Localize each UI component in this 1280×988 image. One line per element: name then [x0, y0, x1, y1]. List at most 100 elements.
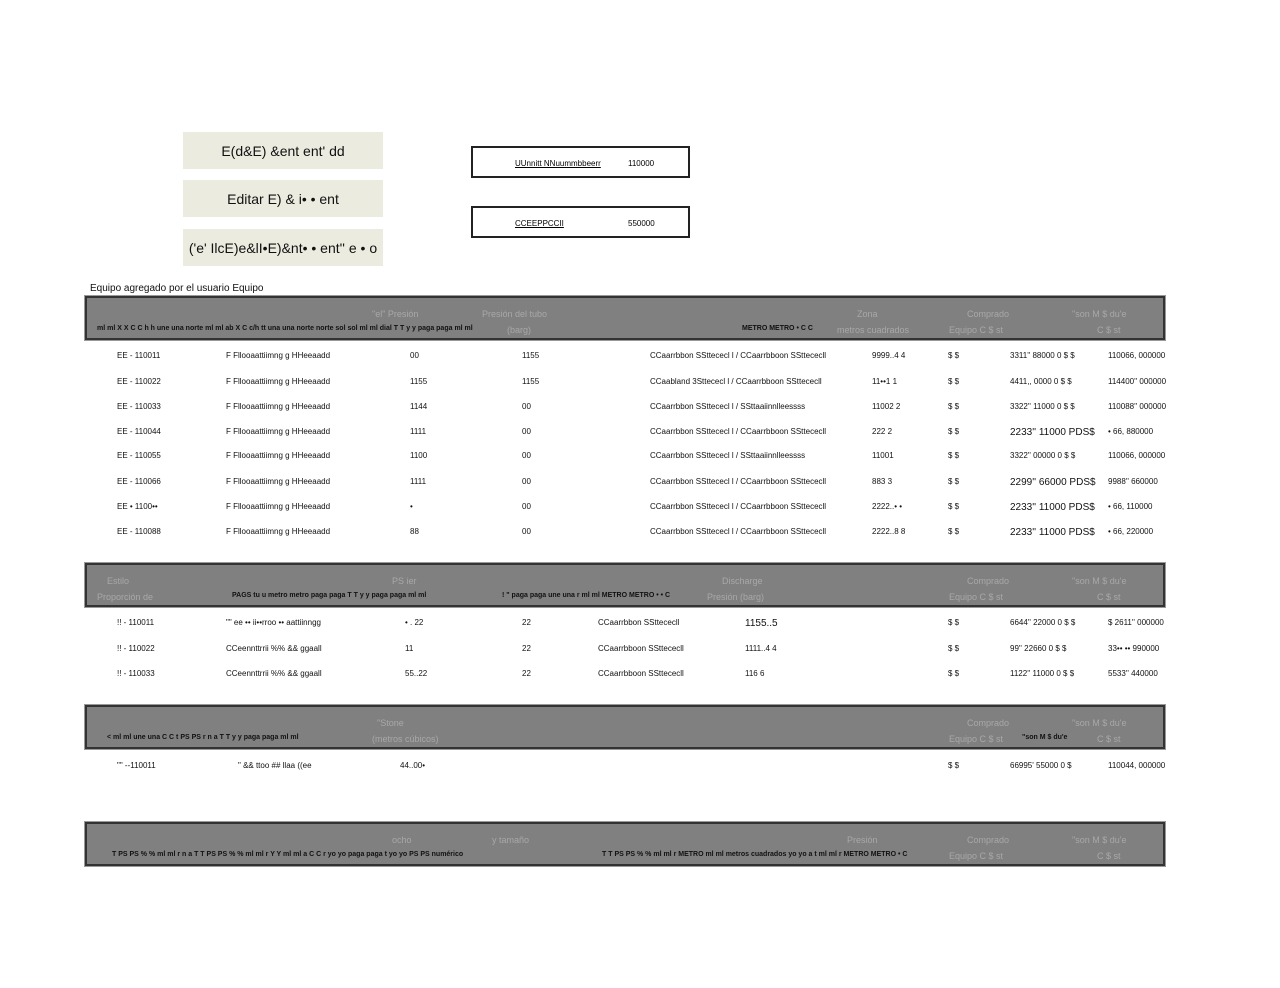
column-subheader: C $ st: [1097, 592, 1121, 602]
table-cell: $ $: [948, 451, 960, 460]
table-cell: 114400'' 000000: [1108, 377, 1167, 386]
table-cell: 883 3: [872, 477, 893, 486]
table-cell: CCaarrbbon SSttececll: [598, 618, 680, 627]
column-header: "son M $ du'e: [1072, 718, 1127, 728]
table-cell: "" --110011: [117, 761, 156, 770]
table-cell: " && ttoo ## llaa ((ee: [238, 761, 312, 770]
table-cell: 1111: [410, 477, 427, 486]
delete-equipment-button[interactable]: ('e' IlcE)e&lI•E)&nt• • ent'' e • o: [183, 229, 383, 266]
column-subheader: C $ st: [1097, 734, 1121, 744]
column-header: Presión: [847, 835, 878, 845]
table-cell: 9999..4 4: [872, 351, 906, 360]
table-cell: 55..22: [405, 669, 428, 678]
table-cell: $ $: [948, 761, 960, 770]
table-cell: F Fllooaattiimng g HHeeaadd: [226, 377, 331, 386]
table-cell: $ $: [948, 402, 960, 411]
column-header: Comprado: [967, 718, 1010, 728]
table-cell: CCaabland 3Sttececl l / CCaarrbboon SStt…: [650, 377, 822, 386]
table-cell: 1111..4 4: [745, 644, 777, 653]
column-subheader: < ml ml une una C C t PS PS r n a T T y …: [107, 734, 299, 741]
table-cell: 22: [522, 644, 531, 653]
table-cell: 2222..8 8: [872, 527, 906, 536]
table-cell: $ $: [948, 644, 960, 653]
table-cell: 1100: [410, 451, 428, 460]
table-cell: 22: [522, 669, 531, 678]
column-header: y tamaño: [492, 835, 530, 845]
table-cell: 3322'' 11000 0 $ $: [1010, 402, 1075, 411]
table-cell: •: [410, 502, 413, 511]
table-cell: CCaarrbbon SSttececl l / SSttaaiinnllees…: [650, 451, 806, 460]
table-cell: 2233'' 11000 PDS$: [1010, 502, 1095, 513]
table-cell: 9988'' 660000: [1108, 477, 1158, 486]
column-header: Zona: [857, 309, 878, 319]
column-header: Discharge: [722, 576, 763, 586]
table-cell: 116 6: [745, 669, 765, 678]
table-cell: !! - 110033: [117, 669, 155, 678]
table-cell: 00: [522, 477, 531, 486]
edit-equipment-button[interactable]: Editar E) & i• • ent: [183, 180, 383, 217]
table-cell: 00: [410, 351, 419, 360]
column-subheader: Equipo C $ st: [949, 734, 1004, 744]
column-subheader: ! " paga paga une una r ml ml METRO METR…: [502, 592, 671, 599]
column-header: "son M $ du'e: [1072, 309, 1127, 319]
table-cell: 6644'' 22000 0 $ $: [1010, 618, 1076, 627]
table-cell: CCeennttrrii %% && ggaall: [226, 644, 322, 653]
table-cell: CCaarrbbon SSttececl l / CCaarrbboon SSt…: [650, 427, 827, 436]
table-cell: 1122'' 11000 0 $ $: [1010, 669, 1075, 678]
table-cell: EE - 110044: [117, 427, 161, 436]
column-subheader: Equipo C $ st: [949, 325, 1004, 335]
table-cell: CCaarrbbon SSttececl l / CCaarrbboon SSt…: [650, 351, 827, 360]
column-subheader: Proporción de: [97, 592, 154, 602]
table-cell: CCaarrbboon SSttececll: [598, 644, 684, 653]
table-cell: 3322'' 00000 0 $ $: [1010, 451, 1076, 460]
cepci-value: 550000: [628, 219, 655, 228]
cepci-box: CCEEPPCCII 550000: [471, 206, 690, 238]
table-cell: 1155: [522, 377, 540, 386]
table-cell: $ $: [948, 669, 960, 678]
table-cell: 00: [522, 402, 531, 411]
table-cell: 2299'' 66000 PDS$: [1010, 477, 1096, 488]
table-cell: 66995' 55000 0 $: [1010, 761, 1072, 770]
table-cell: 22: [522, 618, 531, 627]
table-cell: 33•• •• 990000: [1108, 644, 1160, 653]
table-cell: 110088'' 000000: [1108, 402, 1167, 411]
table-cell: 1155: [522, 351, 540, 360]
add-equipment-button[interactable]: E(d&E) &ent ent' dd: [183, 132, 383, 169]
column-subheader: C $ st: [1097, 325, 1121, 335]
table-cell: 5533'' 440000: [1108, 669, 1158, 678]
table-cell: EE - 110033: [117, 402, 161, 411]
table-cell: CCaarrbbon SSttececl l / CCaarrbboon SSt…: [650, 502, 827, 511]
table-cell: EE - 110011: [117, 351, 161, 360]
column-header: "el" Presión: [372, 309, 419, 319]
table-cell: $ $: [948, 377, 960, 386]
cepci-label: CCEEPPCCII: [515, 219, 564, 228]
table-cell: • 66, 110000: [1108, 502, 1153, 511]
column-header: "son M $ du'e: [1072, 835, 1127, 845]
table-cell: F Fllooaattiimng g HHeeaadd: [226, 402, 331, 411]
table-cell: 1111: [410, 427, 427, 436]
column-subheader: (barg): [507, 325, 532, 335]
column-header: "Stone: [377, 718, 404, 728]
table-cell: EE - 110022: [117, 377, 161, 386]
table-cell: $ $: [948, 477, 960, 486]
table-cell: 11002 2: [872, 402, 901, 411]
column-header: Estilo: [107, 576, 130, 586]
table-cell: 11••1 1: [872, 377, 898, 386]
table-cell: $ $: [948, 618, 960, 627]
table-cell: 00: [522, 502, 531, 511]
table-cell: !! - 110011: [117, 618, 155, 627]
table-cell: EE • 1100••: [117, 502, 158, 511]
column-subheader: "son M $ du'e: [1022, 734, 1068, 741]
table-cell: EE - 110055: [117, 451, 161, 460]
unit-number-label: UUnnitt NNuummbbeerr: [515, 159, 601, 168]
table-cell: CCaarrbbon SSttececl l / SSttaaiinnllees…: [650, 402, 806, 411]
table-cell: $ 2611'' 000000: [1108, 618, 1164, 627]
table-cell: • 66, 220000: [1108, 527, 1154, 536]
table-cell: CCaarrbboon SSttececll: [598, 669, 684, 678]
table-cell: $ $: [948, 427, 960, 436]
table-cell: $ $: [948, 351, 960, 360]
table-cell: 99'' 22660 0 $ $: [1010, 644, 1067, 653]
table-cell: CCaarrbbon SSttececl l / CCaarrbboon SSt…: [650, 477, 827, 486]
table-cell: 88: [410, 527, 419, 536]
column-subheader: T PS PS % % ml ml r n a T T PS PS % % ml…: [112, 851, 464, 858]
